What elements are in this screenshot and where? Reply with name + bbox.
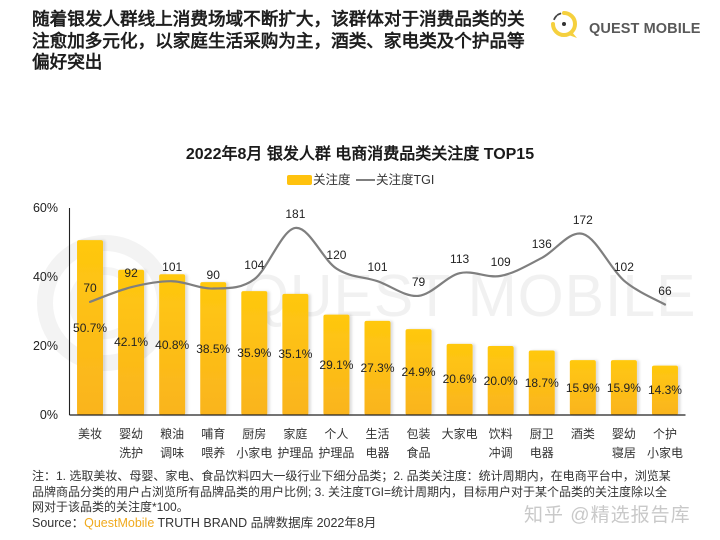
bar bbox=[487, 346, 514, 415]
bar bbox=[364, 320, 391, 415]
tgi-value-label: 113 bbox=[450, 252, 470, 267]
chart-title: 2022年8月 银发人群 电商消费品类关注度 TOP15 bbox=[185, 146, 535, 163]
x-category-label: 厨房 小家电 bbox=[236, 426, 273, 460]
zhihu-watermark: 知乎 @精选报告库 bbox=[524, 505, 691, 526]
background-watermark-text: QUEST MOBILE bbox=[243, 263, 697, 329]
tgi-value-label: 90 bbox=[206, 267, 220, 282]
x-category-label: 厨卫 电器 bbox=[529, 426, 554, 460]
headline: 随着银发人群线上消费场域不断扩大，该群体对于消费品类的关 注愈加多元化，以家庭生… bbox=[32, 9, 525, 74]
y-tick-label: 20% bbox=[32, 339, 58, 353]
bar-value-label: 14.3% bbox=[647, 383, 682, 398]
bar bbox=[118, 269, 145, 415]
source-brand: QuestMobile bbox=[84, 516, 155, 530]
footnote-line: 网对于该品类的关注度*100。 bbox=[32, 500, 189, 514]
bar-value-label: 40.8% bbox=[155, 337, 190, 352]
x-category-label: 酒类 bbox=[570, 426, 595, 441]
bar-value-label: 20.0% bbox=[483, 373, 518, 388]
x-category-label: 哺育 喂养 bbox=[201, 426, 226, 460]
tgi-value-label: 79 bbox=[411, 274, 426, 289]
headline-line: 注愈加多元化，以家庭生活采购为主，酒类、家电类及个护品等 bbox=[32, 30, 525, 51]
bar bbox=[651, 365, 678, 415]
footnote-line: 品牌商品分类的用户占浏览所有品牌品类的用户比例; 3. 关注度TGI=统计周期内… bbox=[32, 484, 668, 499]
bar bbox=[282, 293, 309, 415]
bar-value-label: 42.1% bbox=[114, 335, 149, 350]
source-detail: TRUTH BRAND 品牌数据库 2022年8月 bbox=[154, 516, 377, 530]
x-category-label: 大家电 bbox=[441, 426, 478, 441]
x-category-label: 个护 小家电 bbox=[646, 426, 683, 460]
bar-value-label: 38.5% bbox=[196, 341, 231, 356]
legend-label-line: 关注度TGI bbox=[376, 173, 435, 187]
bar bbox=[77, 240, 104, 415]
x-category-label: 美妆 bbox=[78, 426, 103, 441]
bar bbox=[159, 274, 186, 415]
logo-text: QUEST MOBILE bbox=[589, 21, 701, 37]
x-category-label: 粮油 调味 bbox=[160, 426, 185, 460]
x-category-label: 婴幼 寝居 bbox=[611, 426, 636, 460]
legend-swatch-bar bbox=[287, 175, 312, 185]
source-line: Source：QuestMobile TRUTH BRAND 品牌数据库 202… bbox=[32, 515, 376, 531]
x-category-label: 包装 食品 bbox=[406, 426, 431, 460]
bar bbox=[200, 282, 227, 415]
y-tick-label: 40% bbox=[32, 270, 58, 284]
x-category-label: 家庭 护理品 bbox=[277, 426, 314, 460]
headline-line: 偏好突出 bbox=[32, 52, 103, 72]
bar bbox=[405, 329, 432, 415]
bar-value-label: 50.7% bbox=[73, 320, 108, 335]
x-category-label: 个人 护理品 bbox=[318, 426, 355, 460]
tgi-value-label: 70 bbox=[83, 280, 97, 295]
bar-value-label: 20.6% bbox=[442, 372, 477, 387]
bar bbox=[446, 343, 473, 415]
bar bbox=[610, 360, 637, 415]
tgi-value-label: 104 bbox=[244, 258, 265, 273]
bar-value-label: 15.9% bbox=[606, 380, 641, 395]
tgi-value-label: 101 bbox=[162, 260, 183, 275]
tgi-value-label: 92 bbox=[124, 266, 138, 281]
tgi-value-label: 102 bbox=[613, 259, 634, 274]
bar-value-label: 15.9% bbox=[565, 380, 600, 395]
bar-value-label: 29.1% bbox=[319, 357, 354, 372]
bar bbox=[323, 314, 350, 415]
y-tick-label: 60% bbox=[32, 201, 58, 215]
tgi-value-label: 181 bbox=[285, 206, 306, 221]
bar-value-label: 35.9% bbox=[237, 346, 272, 361]
tgi-value-label: 120 bbox=[326, 247, 347, 262]
x-category-label: 饮料 冲调 bbox=[488, 426, 513, 460]
x-category-label: 生活 电器 bbox=[365, 426, 390, 460]
legend-label-bar: 关注度 bbox=[313, 173, 351, 187]
tgi-value-label: 136 bbox=[531, 236, 552, 251]
headline-line: 随着银发人群线上消费场域不断扩大，该群体对于消费品类的关 bbox=[32, 9, 525, 29]
quest-mobile-logo-icon bbox=[551, 11, 577, 38]
x-category-label: 婴幼 洗护 bbox=[119, 426, 144, 460]
tgi-value-label: 101 bbox=[367, 260, 388, 275]
tgi-value-label: 66 bbox=[658, 283, 672, 298]
bar bbox=[241, 291, 268, 415]
footnote: 注：1. 选取美妆、母婴、家电、食品饮料四大一级行业下细分品类；2. 品类关注度… bbox=[32, 469, 671, 516]
bar bbox=[528, 350, 555, 415]
bar-value-label: 27.3% bbox=[360, 360, 395, 375]
y-tick-label: 0% bbox=[39, 408, 58, 422]
bar bbox=[569, 360, 596, 415]
source-label: Source： bbox=[32, 516, 85, 530]
bar-value-label: 18.7% bbox=[524, 375, 559, 390]
tgi-value-label: 109 bbox=[490, 254, 511, 269]
tgi-value-label: 172 bbox=[572, 212, 593, 227]
bar-value-label: 24.9% bbox=[401, 365, 436, 380]
tgi-line bbox=[88, 226, 667, 306]
legend-swatch-line bbox=[356, 179, 375, 181]
bar-value-label: 35.1% bbox=[278, 347, 313, 362]
footnote-line: 注：1. 选取美妆、母婴、家电、食品饮料四大一级行业下细分品类；2. 品类关注度… bbox=[32, 469, 671, 483]
